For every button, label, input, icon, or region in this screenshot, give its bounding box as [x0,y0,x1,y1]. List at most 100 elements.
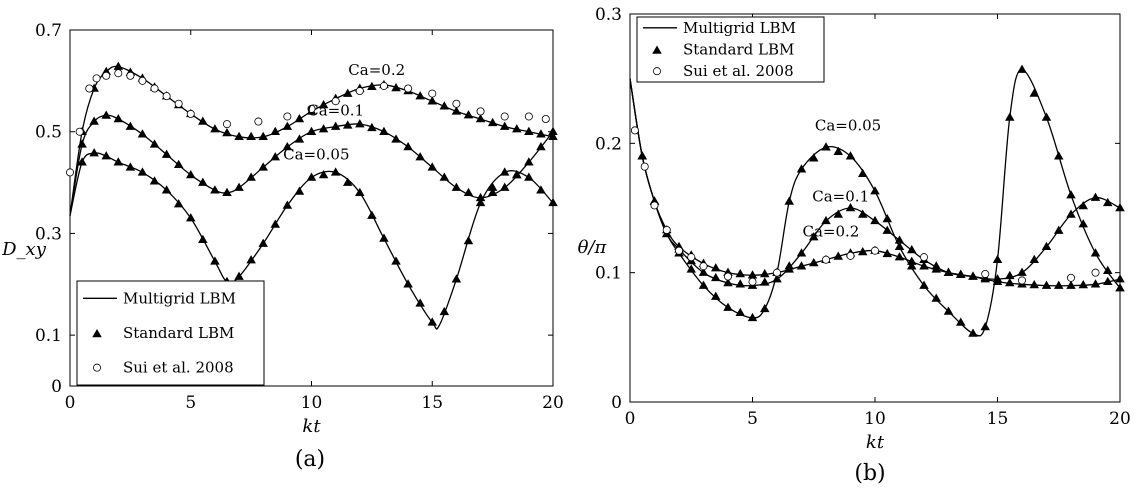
standard-lbm-marker [210,185,220,194]
standard-lbm-marker [698,267,709,276]
standard-lbm-marker [943,306,954,315]
standard-lbm-marker [548,131,558,141]
sui-2008-marker [650,201,659,210]
y-tick-label: 0.3 [35,224,62,244]
sui-2008-marker [85,84,94,93]
sui-2008-marker [920,253,929,262]
sui-2008-marker [331,97,340,106]
standard-lbm-marker [89,116,99,125]
standard-lbm-marker [1090,192,1101,201]
standard-lbm-marker [1078,201,1088,210]
standard-lbm-marker [367,122,377,132]
standard-lbm-marker [931,264,941,273]
sui-2008-marker [687,253,696,262]
standard-lbm-marker [858,168,868,177]
curve-annotation: Ca=0.1 [812,188,869,206]
sui-2008-marker [404,84,413,93]
standard-lbm-marker [499,167,510,176]
standard-lbm-marker [173,199,184,208]
legend: Multigrid LBM Standard LBM Sui et al. 2008 [636,16,825,83]
standard-lbm-marker [772,274,782,283]
standard-lbm-marker [992,276,1003,285]
standard-lbm-marker [222,127,232,137]
standard-lbm-marker [198,234,208,244]
standard-lbm-marker [463,110,474,119]
standard-lbm-marker [943,267,954,276]
sui-2008-marker [1091,268,1100,277]
standard-lbm-marker [439,172,450,181]
standard-lbm-marker [186,213,196,222]
sui-2008-marker [1067,273,1076,282]
standard-lbm-marker [809,257,819,267]
standard-lbm-marker [342,88,353,97]
sui-2008-marker [822,255,831,264]
standard-lbm-marker [894,235,905,244]
standard-lbm-marker [173,159,184,169]
standard-lbm-marker [1066,190,1076,199]
standard-lbm-marker [318,169,329,179]
standard-lbm-marker [711,263,721,272]
standard-lbm-marker [1090,248,1101,257]
panel-caption: (b) [854,461,885,486]
standard-lbm-marker [747,270,758,279]
y-axis-label: θ/π [578,237,608,258]
standard-lbm-marker [1103,265,1113,274]
standard-lbm-marker [735,268,745,278]
standard-lbm-marker [637,151,647,160]
standard-lbm-marker [980,274,990,283]
panel-a: 0 5 10 15 20 0 0.1 0.3 0.5 0.7 kt D_xy Ca=0.2 Ca=0.1 C… [1,21,564,472]
standard-lbm-marker [956,317,966,326]
standard-lbm-marker [318,100,329,109]
y-tick-label: 0.7 [35,21,62,41]
standard-lbm-marker [1103,276,1113,285]
sui-2008-marker [871,246,880,255]
standard-lbm-marker [1115,283,1125,292]
sui-2008-marker [662,225,671,234]
legend-entry-label: Multigrid LBM [683,19,796,37]
standard-lbm-marker [234,271,244,280]
y-tick-label: 0.3 [595,5,622,25]
standard-lbm-marker [760,303,770,313]
standard-lbm-marker [723,278,733,287]
standard-lbm-marker [391,134,401,143]
standard-lbm-marker [282,141,293,151]
standard-lbm-marker [415,152,425,161]
standard-lbm-marker [1115,274,1125,283]
standard-lbm-marker [1103,197,1113,207]
legend: Multigrid LBM Standard LBM Sui et al. 2008 [76,280,265,386]
sui-2008-marker [981,269,990,278]
legend-entry-label: Standard LBM [123,324,234,342]
standard-lbm-marker [415,91,425,100]
standard-lbm-marker [1054,225,1064,234]
sui-2008-marker [102,71,111,80]
curve-annotation: Ca=0.05 [815,116,881,134]
standard-lbm-marker [113,61,124,70]
standard-lbm-marker [427,317,437,326]
standard-lbm-marker [318,124,329,133]
standard-lbm-marker [161,149,172,158]
standard-lbm-marker [451,106,462,115]
x-tick-label: 5 [185,393,196,413]
standard-lbm-marker [342,120,353,129]
legend-entry-label: Sui et al. 2008 [683,62,794,80]
standard-lbm-marker [258,131,268,141]
standard-lbm-marker [833,209,843,218]
sui-2008-marker [640,162,649,171]
standard-lbm-marker [355,187,365,196]
standard-lbm-marker [1029,88,1039,97]
x-tick-label: 10 [301,393,323,413]
standard-lbm-marker [1090,279,1101,288]
standard-lbm-marker [149,139,160,148]
standard-lbm-marker [845,151,856,160]
standard-lbm-marker [882,225,892,234]
standard-lbm-marker [210,256,220,265]
legend-triangle-swatch [652,45,662,54]
sui-2008-marker [174,99,183,108]
sui-2008-marker [75,127,84,136]
standard-lbm-marker [137,129,148,138]
standard-lbm-marker [796,248,807,257]
standard-lbm-marker [796,164,807,173]
sui-2008-marker [630,126,639,135]
standard-lbm-marker [1029,279,1039,289]
x-axis-label: kt [302,416,321,437]
